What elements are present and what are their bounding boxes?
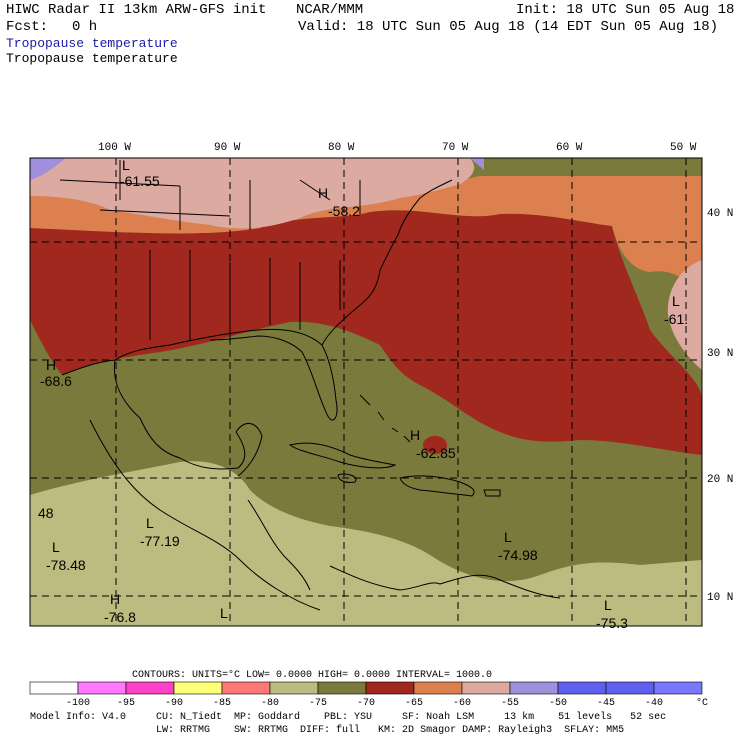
color-scale-swatch [77,681,127,695]
bahamas [359,394,411,443]
field-lavender-ne [470,158,484,170]
temperature-shading [30,158,702,626]
extremum-kind: L [52,539,60,555]
extremum-value: 48 [38,505,54,521]
color-scale-bar: -100 -95 -90 -85 -80 -75 -70 -65 -60 -55 -50 -45 -40… [29,681,708,709]
south-america-coast [329,565,561,599]
color-scale-swatch [29,681,79,695]
extremum-value: -58.2 [328,203,360,219]
lat-label-40n: 40 N [707,208,733,220]
color-scale-tick-label: -80 [261,698,279,709]
extremum-kind: L [220,605,228,621]
extremum-value: -61.55 [120,173,160,189]
graticule [30,158,702,626]
color-scale-tick-label: -75 [309,698,327,709]
field-orange [30,176,702,300]
color-scale-swatch [413,681,463,695]
lon-label-100w: 100 W [98,142,131,154]
color-scale-tick-label: -85 [213,698,231,709]
color-scale-swatch [173,681,223,695]
extremum-value: -78.48 [46,557,86,573]
color-scale-swatch [269,681,319,695]
extremum-kind: L [146,515,154,531]
init-time: Init: 18 UTC Sun 05 Aug 18 [516,2,735,18]
forecast-hour: 0 h [72,19,98,35]
color-scale-tick-label: -90 [165,698,183,709]
color-scale-swatch [221,681,271,695]
color-scale-swatch [557,681,607,695]
field-lavender [30,158,66,180]
color-scale-swatch [317,681,367,695]
valid-time: Valid: 18 UTC Sun 05 Aug 18 (14 EDT Sun … [298,19,719,35]
model-info-line: Model Info: V4.0 CU: N_Tiedt MP: Goddard… [30,712,667,723]
field-tan-south [30,461,702,626]
organization-label: NCAR/MMM [296,2,364,18]
color-scale-tick-label: -70 [357,698,375,709]
extremum-kind: L [604,597,612,613]
lon-label-80w: 80 W [328,142,355,154]
color-scale-swatch [365,681,415,695]
color-scale-tick-label: -65 [405,698,423,709]
extremum-kind: L [504,529,512,545]
color-scale-swatch [125,681,175,695]
central-america [247,499,311,591]
extremum-value: -76.8 [104,609,136,625]
color-scale-tick-label: -100 [66,698,90,709]
color-scale-swatch [461,681,511,695]
extremum-value: -62.85 [416,445,456,461]
color-scale-swatch [653,681,703,695]
color-scale-tick-label: -50 [549,698,567,709]
field-title-primary: Tropopause temperature [6,36,178,51]
lon-label-70w: 70 W [442,142,469,154]
coastlines-and-borders [59,160,561,611]
color-scale-tick-label: -40 [645,698,663,709]
field-pink-east [667,260,702,370]
field-title-secondary: Tropopause temperature [6,51,178,66]
east-coast [321,179,453,346]
cuba [288,442,397,469]
axis-labels: 100 W 90 W 80 W 70 W 60 W 50 W 40 N 30 N… [98,142,733,604]
mexico-pacific-coast [89,419,321,611]
extremum-kind: L [672,293,680,309]
jamaica [337,473,357,483]
lat-label-20n: 20 N [707,474,733,486]
forecast-label: Fcst: [6,19,49,35]
extremum-value: -68.6 [40,373,72,389]
field-pink-north [30,158,475,229]
color-scale-swatch [509,681,559,695]
extremum-kind: H [110,591,120,607]
color-scale-tick-label: -55 [501,698,519,709]
puerto-rico [483,489,501,497]
extremum-value: -74.98 [498,547,538,563]
lat-label-10n: 10 N [707,592,733,604]
contour-info: CONTOURS: UNITS=°C LOW= 0.0000 HIGH= 0.0… [132,669,492,681]
extremum-kind: H [318,185,328,201]
lon-label-90w: 90 W [214,142,241,154]
extremum-kind: L [122,157,130,173]
extremum-value: -75.3 [596,615,628,631]
yucatan [235,423,263,477]
model-physics-line: LW: RRTMG SW: RRTMG DIFF: full KM: 2D Sm… [30,725,625,736]
color-scale-unit: °C [696,697,708,709]
state-borders [59,160,361,340]
map-frame [29,157,703,627]
field-dark-red-spot [423,436,447,454]
mexico-gulf-coast [113,359,246,470]
extremum-kind: H [410,427,420,443]
field-dark-red [30,210,702,455]
extremum-value: -77.19 [140,533,180,549]
lon-label-60w: 60 W [556,142,583,154]
color-scale-tick-label: -45 [597,698,615,709]
gulf-coast [61,328,338,421]
color-scale-tick-label: -95 [117,698,135,709]
lon-label-50w: 50 W [670,142,697,154]
lat-label-30n: 30 N [707,348,733,360]
extrema-labels: L -61.55 H -58.2 L -61. H -68.6 H -62.85… [38,157,688,631]
extremum-kind: H [46,357,56,373]
color-scale-tick-label: -60 [453,698,471,709]
color-scale-swatch [605,681,655,695]
extremum-value: -61. [664,311,688,327]
model-title: HIWC Radar II 13km ARW-GFS init [6,2,267,18]
